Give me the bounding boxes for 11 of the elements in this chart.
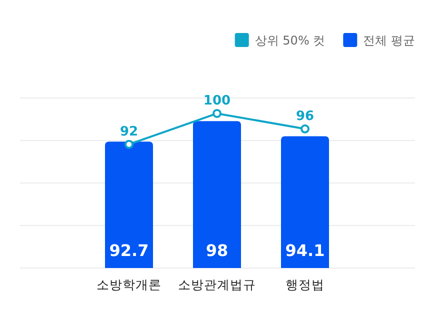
legend-label: 상위 50% 컷	[254, 34, 326, 48]
data-label: 100	[203, 93, 231, 108]
x-tick-label: 행정법	[286, 277, 324, 292]
data-label: 92	[120, 124, 138, 140]
legend-label: 전체 평균	[363, 34, 415, 48]
data-label: 98	[206, 241, 228, 260]
x-tick-label: 소방관계법규	[178, 277, 256, 292]
data-label: 92.7	[109, 241, 149, 260]
data-label: 94.1	[285, 241, 325, 260]
x-tick-label: 소방학개론	[96, 277, 162, 292]
data-label: 96	[296, 108, 314, 124]
